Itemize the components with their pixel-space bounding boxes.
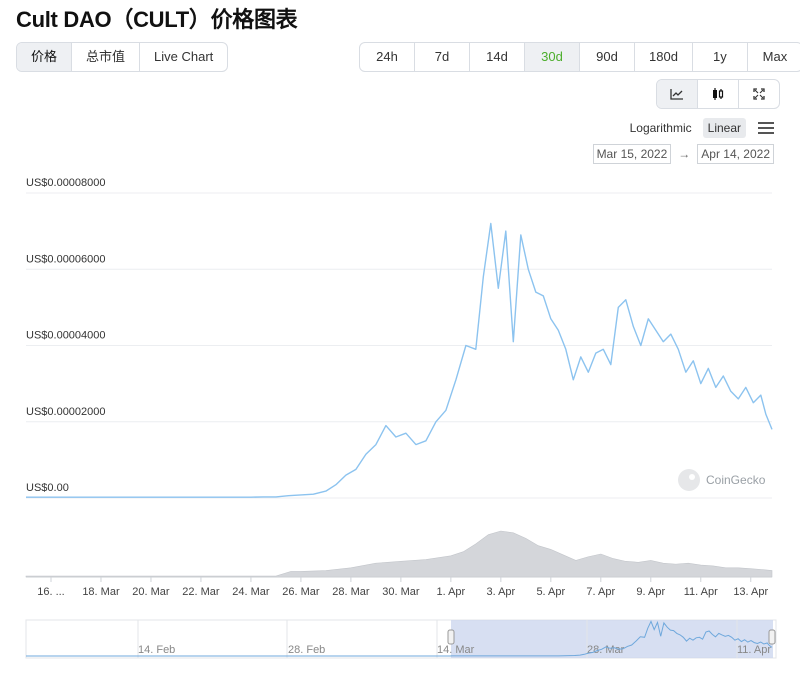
candlestick-button[interactable] xyxy=(698,80,739,108)
x-tick-label: 26. Mar xyxy=(282,586,320,598)
price-series-line xyxy=(26,222,773,498)
line-chart-button[interactable] xyxy=(657,80,698,108)
scale-selector: Logarithmic Linear xyxy=(625,118,774,138)
x-tick-label: 9. Apr xyxy=(636,586,665,598)
x-tick-label: 28. Mar xyxy=(332,586,370,598)
x-tick-label: 13. Apr xyxy=(733,586,768,598)
y-tick-label: US$0.00008000 xyxy=(26,177,106,189)
fullscreen-button[interactable] xyxy=(739,80,779,108)
range-90d[interactable]: 90d xyxy=(580,43,635,71)
x-tick-label: 7. Apr xyxy=(586,586,615,598)
date-range-picker: Mar 15, 2022 → Apr 14, 2022 xyxy=(592,144,774,164)
y-tick-label: US$0.00004000 xyxy=(26,330,106,342)
line-chart-icon xyxy=(670,89,683,100)
scale-logarithmic[interactable]: Logarithmic xyxy=(629,121,692,135)
navigator-selection xyxy=(451,620,773,658)
chart-type-tabs xyxy=(656,79,780,109)
x-tick-label: 30. Mar xyxy=(382,586,420,598)
x-tick-label: 3. Apr xyxy=(486,586,515,598)
range-24h[interactable]: 24h xyxy=(360,43,415,71)
navigator-label: 11. Apr xyxy=(737,644,771,656)
menu-icon[interactable] xyxy=(758,122,774,134)
tab-live-chart[interactable]: Live Chart xyxy=(154,49,214,64)
page-title: Cult DAO（CULT）价格图表 xyxy=(16,7,298,32)
range-max[interactable]: Max xyxy=(762,49,788,64)
candlestick-icon xyxy=(713,88,724,100)
navigator-label: 14. Feb xyxy=(138,644,175,656)
date-to-input[interactable]: Apr 14, 2022 xyxy=(697,144,774,164)
navigator[interactable]: 14. Feb 28. Feb 14. Mar 28. Mar 11. Apr xyxy=(25,619,777,659)
x-tick-label: 1. Apr xyxy=(436,586,465,598)
range-180d[interactable]: 180d xyxy=(635,43,693,71)
y-tick-label: US$0.00 xyxy=(26,482,69,494)
view-tabs: 价格 总市值 Live Chart xyxy=(16,42,229,72)
date-from-input[interactable]: Mar 15, 2022 xyxy=(592,144,672,164)
navigator-label: 28. Feb xyxy=(288,644,325,656)
scale-linear[interactable]: Linear xyxy=(702,118,746,138)
navigator-series-line xyxy=(26,620,773,657)
navigator-handle xyxy=(447,629,455,645)
y-tick-label: US$0.00002000 xyxy=(26,406,106,418)
y-tick-label: US$0.00006000 xyxy=(26,253,106,265)
x-tick-label: 24. Mar xyxy=(232,586,270,598)
arrow-right-icon: → xyxy=(678,147,691,161)
fullscreen-icon xyxy=(753,88,765,100)
navigator-handle xyxy=(768,629,776,645)
range-1y[interactable]: 1y xyxy=(693,43,748,71)
x-tick-label: 16. ... xyxy=(37,586,65,598)
range-7d[interactable]: 7d xyxy=(415,43,470,71)
range-14d[interactable]: 14d xyxy=(470,43,525,71)
volume-area xyxy=(25,530,773,578)
x-tick-label: 18. Mar xyxy=(82,586,120,598)
tab-price[interactable]: 价格 xyxy=(17,43,73,71)
coingecko-watermark: CoinGecko xyxy=(678,469,766,491)
time-range-tabs: 24h 7d 14d 30d 90d 180d 1y Max xyxy=(359,42,800,72)
watermark-text: CoinGecko xyxy=(706,473,766,487)
x-tick-label: 22. Mar xyxy=(182,586,220,598)
tab-market-cap[interactable]: 总市值 xyxy=(72,43,141,71)
x-tick-label: 20. Mar xyxy=(132,586,170,598)
navigator-label: 28. Mar xyxy=(587,644,625,656)
range-30d[interactable]: 30d xyxy=(525,43,580,71)
x-tick-label: 5. Apr xyxy=(536,586,565,598)
navigator-label: 14. Mar xyxy=(437,644,475,656)
x-tick-label: 11. Apr xyxy=(684,586,718,598)
